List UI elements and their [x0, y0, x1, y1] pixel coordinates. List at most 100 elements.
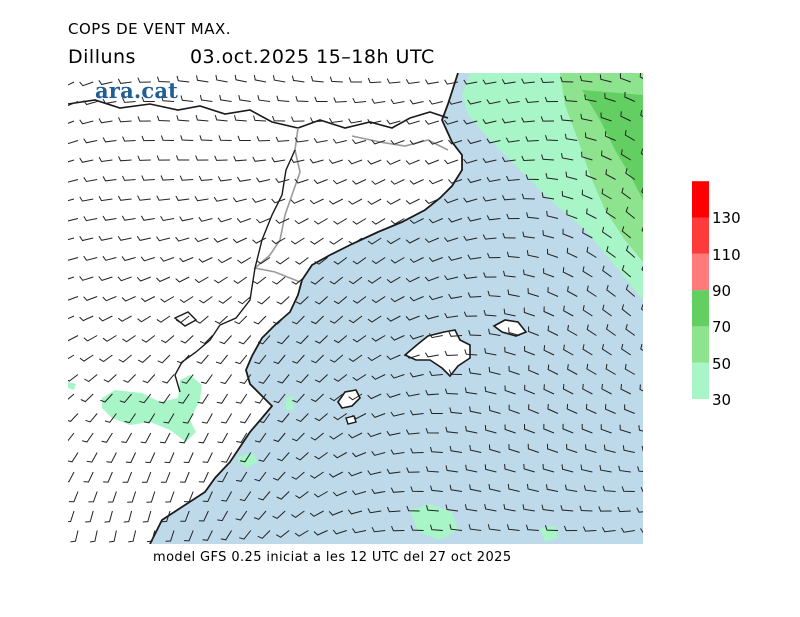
- wind-barb: [488, 405, 501, 414]
- wind-barb: [586, 285, 597, 297]
- wind-barb: [103, 471, 113, 483]
- wind-barb: [367, 198, 382, 205]
- wind-barb: [238, 94, 251, 102]
- wind-barb: [508, 404, 520, 414]
- wind-barb: [424, 119, 439, 125]
- date-range-label: 03.oct.2025 15–18h UTC: [189, 46, 435, 68]
- wind-barb: [236, 218, 251, 223]
- wind-barb: [523, 307, 535, 317]
- wind-barb: [85, 413, 98, 423]
- wind-barb: [88, 491, 98, 503]
- wind-barb: [291, 432, 305, 442]
- wind-barb: [220, 374, 233, 385]
- wind-barb: [179, 471, 190, 483]
- wind-barb: [602, 265, 612, 278]
- wind-barb: [254, 432, 267, 443]
- wind-barb: [562, 228, 574, 239]
- wind-barb: [310, 276, 324, 285]
- wind-barb: [522, 231, 535, 239]
- day-label: Dilluns: [68, 46, 136, 68]
- wind-barb: [542, 463, 555, 473]
- wind-barb: [157, 354, 171, 364]
- wind-barb: [196, 354, 209, 364]
- wind-barb: [448, 293, 463, 299]
- wind-barb: [405, 198, 420, 205]
- wind-barb: [429, 408, 443, 414]
- wind-barb: [214, 114, 228, 122]
- wind-barb: [445, 504, 459, 512]
- wind-barb: [409, 410, 424, 416]
- wind-barb: [217, 510, 229, 522]
- wind-barb: [501, 118, 516, 124]
- wind-barb: [507, 289, 520, 297]
- wind-barb: [329, 354, 344, 363]
- wind-barb: [463, 119, 478, 125]
- wind-barb: [68, 374, 79, 382]
- wind-barb: [582, 526, 597, 532]
- wind-barb: [68, 159, 75, 163]
- wind-barb: [547, 443, 559, 453]
- wind-barb: [68, 413, 79, 423]
- wind-barb: [217, 176, 232, 182]
- wind-barb: [505, 98, 520, 104]
- wind-barb: [640, 148, 643, 156]
- wind-barb: [68, 140, 79, 145]
- wind-barb: [367, 393, 382, 400]
- wind-barb: [102, 215, 117, 221]
- wind-barb: [240, 452, 252, 463]
- wind-barb: [176, 75, 190, 83]
- wind-barb: [371, 257, 386, 265]
- wind-barb: [424, 352, 439, 358]
- wind-barb: [547, 248, 559, 258]
- wind-barb: [543, 306, 555, 317]
- wind-barb: [257, 530, 271, 539]
- wind-barb: [620, 149, 632, 161]
- wind-barb: [235, 510, 248, 521]
- wind-barb: [333, 218, 348, 225]
- wind-barb: [258, 491, 271, 501]
- island-menorca: [492, 319, 528, 337]
- wind-barb: [198, 216, 213, 222]
- wind-barb: [195, 315, 209, 324]
- island-eivissa: [337, 389, 361, 409]
- wind-barb: [386, 430, 401, 436]
- wind-barb: [79, 196, 94, 202]
- wind-barb: [333, 97, 347, 103]
- wind-barb: [371, 218, 386, 225]
- wind-barb: [482, 79, 497, 85]
- country-border: [68, 99, 449, 129]
- wind-barb: [213, 196, 228, 202]
- wind-barb: [157, 76, 171, 83]
- wind-barb: [271, 157, 286, 163]
- wind-barb: [179, 175, 194, 181]
- wind-barb: [256, 177, 271, 183]
- wind-barb: [98, 276, 113, 281]
- wind-barb: [333, 296, 348, 305]
- wind-barb: [566, 403, 578, 414]
- wind-barb: [313, 218, 328, 225]
- wind-barb: [621, 304, 632, 317]
- wind-barb: [119, 393, 132, 403]
- wind-barb: [487, 253, 501, 259]
- wind-barb: [625, 324, 636, 336]
- wind-barb: [272, 276, 286, 285]
- wind-barb: [83, 176, 98, 183]
- wind-barb: [310, 393, 324, 403]
- wind-barb: [367, 237, 382, 245]
- wind-barb: [291, 510, 305, 519]
- wind-barb: [218, 296, 232, 304]
- wind-barb: [448, 331, 463, 337]
- wind-barb: [198, 257, 213, 263]
- wind-barb: [405, 429, 420, 435]
- wind-barb: [70, 530, 79, 543]
- wind-barb: [463, 158, 478, 164]
- wind-barb: [146, 491, 156, 503]
- wind-barb: [352, 528, 367, 534]
- wind-barb: [310, 432, 324, 441]
- wind-barb: [604, 93, 616, 102]
- wind-barb: [469, 484, 482, 492]
- wind-barb: [545, 484, 559, 492]
- wind-barb: [216, 393, 229, 404]
- wind-barb: [543, 345, 555, 356]
- wind-barb: [67, 550, 74, 562]
